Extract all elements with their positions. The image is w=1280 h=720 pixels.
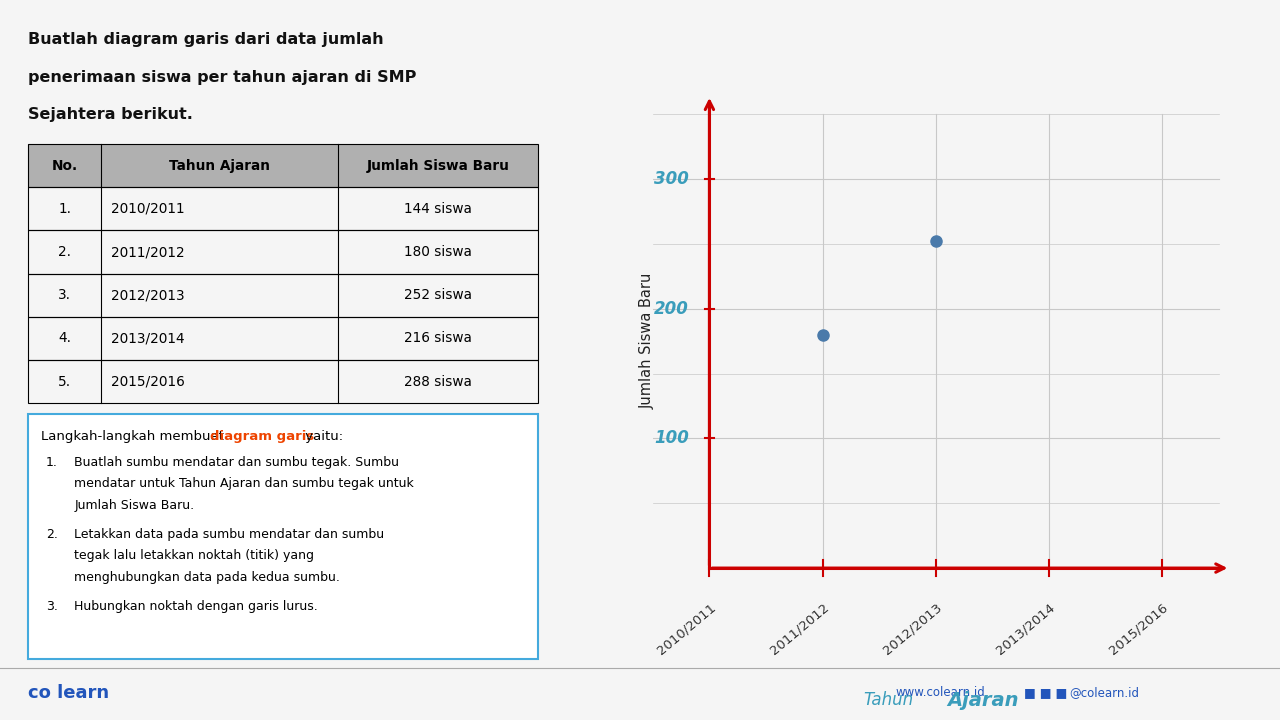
Text: Langkah-langkah membuat: Langkah-langkah membuat <box>41 430 228 443</box>
Text: Jumlah Siswa Baru: Jumlah Siswa Baru <box>640 273 654 410</box>
Text: 2011/2012: 2011/2012 <box>767 600 831 657</box>
Text: tegak lalu letakkan noktah (titik) yang: tegak lalu letakkan noktah (titik) yang <box>74 549 315 562</box>
Text: 2.: 2. <box>58 245 72 259</box>
Bar <box>28 144 538 187</box>
Text: No.: No. <box>51 158 78 173</box>
Text: 2015/2016: 2015/2016 <box>111 374 186 389</box>
Text: 300: 300 <box>654 170 689 188</box>
Text: 2015/2016: 2015/2016 <box>1107 600 1171 657</box>
Text: Buatlah diagram garis dari data jumlah: Buatlah diagram garis dari data jumlah <box>28 32 384 48</box>
Bar <box>28 274 538 317</box>
FancyBboxPatch shape <box>28 414 538 659</box>
Text: diagram garis: diagram garis <box>210 430 314 443</box>
Text: 5.: 5. <box>58 374 72 389</box>
Text: 252 siswa: 252 siswa <box>403 288 472 302</box>
Bar <box>28 230 538 274</box>
Text: @colearn.id: @colearn.id <box>1069 686 1139 699</box>
Text: 3.: 3. <box>46 600 58 613</box>
Text: co learn: co learn <box>28 684 109 701</box>
Text: 216 siswa: 216 siswa <box>403 331 472 346</box>
Text: 3.: 3. <box>58 288 72 302</box>
Bar <box>28 317 538 360</box>
Text: 2010/2011: 2010/2011 <box>654 600 718 657</box>
Text: menghubungkan data pada kedua sumbu.: menghubungkan data pada kedua sumbu. <box>74 571 340 584</box>
Text: Ajaran: Ajaran <box>947 691 1019 710</box>
Text: Jumlah Siswa Baru.: Jumlah Siswa Baru. <box>74 499 195 512</box>
Bar <box>28 144 538 187</box>
Text: Jumlah Siswa Baru: Jumlah Siswa Baru <box>366 158 509 173</box>
Text: 1.: 1. <box>58 202 72 216</box>
Text: www.colearn.id: www.colearn.id <box>896 686 986 699</box>
Text: penerimaan siswa per tahun ajaran di SMP: penerimaan siswa per tahun ajaran di SMP <box>28 70 416 85</box>
Text: 100: 100 <box>654 429 689 447</box>
Text: mendatar untuk Tahun Ajaran dan sumbu tegak untuk: mendatar untuk Tahun Ajaran dan sumbu te… <box>74 477 413 490</box>
Bar <box>28 187 538 230</box>
Text: yaitu:: yaitu: <box>302 430 343 443</box>
Text: 2012/2013: 2012/2013 <box>111 288 186 302</box>
Text: Hubungkan noktah dengan garis lurus.: Hubungkan noktah dengan garis lurus. <box>74 600 317 613</box>
Text: 144 siswa: 144 siswa <box>403 202 472 216</box>
Text: Tahun: Tahun <box>863 691 913 709</box>
Text: 2013/2014: 2013/2014 <box>111 331 186 346</box>
Text: 2011/2012: 2011/2012 <box>111 245 186 259</box>
Text: 2010/2011: 2010/2011 <box>111 202 186 216</box>
Text: Sejahtera berikut.: Sejahtera berikut. <box>28 107 193 122</box>
Bar <box>28 360 538 403</box>
Text: Letakkan data pada sumbu mendatar dan sumbu: Letakkan data pada sumbu mendatar dan su… <box>74 528 384 541</box>
Text: 4.: 4. <box>58 331 72 346</box>
Text: 1.: 1. <box>46 456 58 469</box>
Text: 2012/2013: 2012/2013 <box>881 600 945 657</box>
Text: Buatlah sumbu mendatar dan sumbu tegak. Sumbu: Buatlah sumbu mendatar dan sumbu tegak. … <box>74 456 399 469</box>
Text: 288 siswa: 288 siswa <box>403 374 472 389</box>
Text: Tahun Ajaran: Tahun Ajaran <box>169 158 270 173</box>
Text: 2.: 2. <box>46 528 58 541</box>
Text: ■ ■ ■: ■ ■ ■ <box>1024 686 1068 699</box>
Text: 200: 200 <box>654 300 689 318</box>
Text: 2013/2014: 2013/2014 <box>993 600 1057 657</box>
Text: 180 siswa: 180 siswa <box>403 245 472 259</box>
